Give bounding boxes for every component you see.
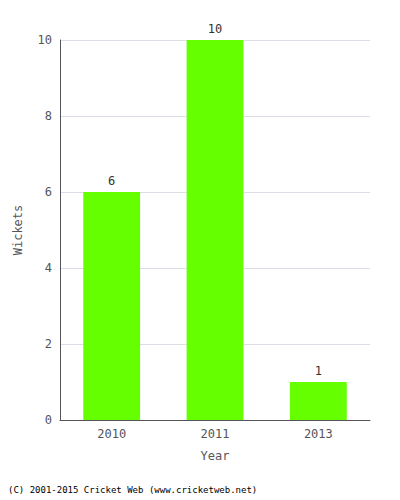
svg-text:10: 10	[208, 22, 222, 36]
svg-text:Year: Year	[201, 449, 230, 463]
svg-text:2011: 2011	[201, 427, 230, 441]
svg-text:2: 2	[45, 337, 52, 351]
svg-text:2013: 2013	[304, 427, 333, 441]
svg-text:1: 1	[315, 364, 322, 378]
svg-text:8: 8	[45, 109, 52, 123]
svg-text:6: 6	[45, 185, 52, 199]
svg-text:(C) 2001-2015 Cricket Web (www: (C) 2001-2015 Cricket Web (www.cricketwe…	[8, 485, 257, 495]
svg-text:2010: 2010	[97, 427, 126, 441]
svg-text:6: 6	[108, 174, 115, 188]
svg-text:Wickets: Wickets	[11, 205, 25, 256]
svg-text:4: 4	[45, 261, 52, 275]
svg-text:0: 0	[45, 413, 52, 427]
svg-text:10: 10	[38, 33, 52, 47]
